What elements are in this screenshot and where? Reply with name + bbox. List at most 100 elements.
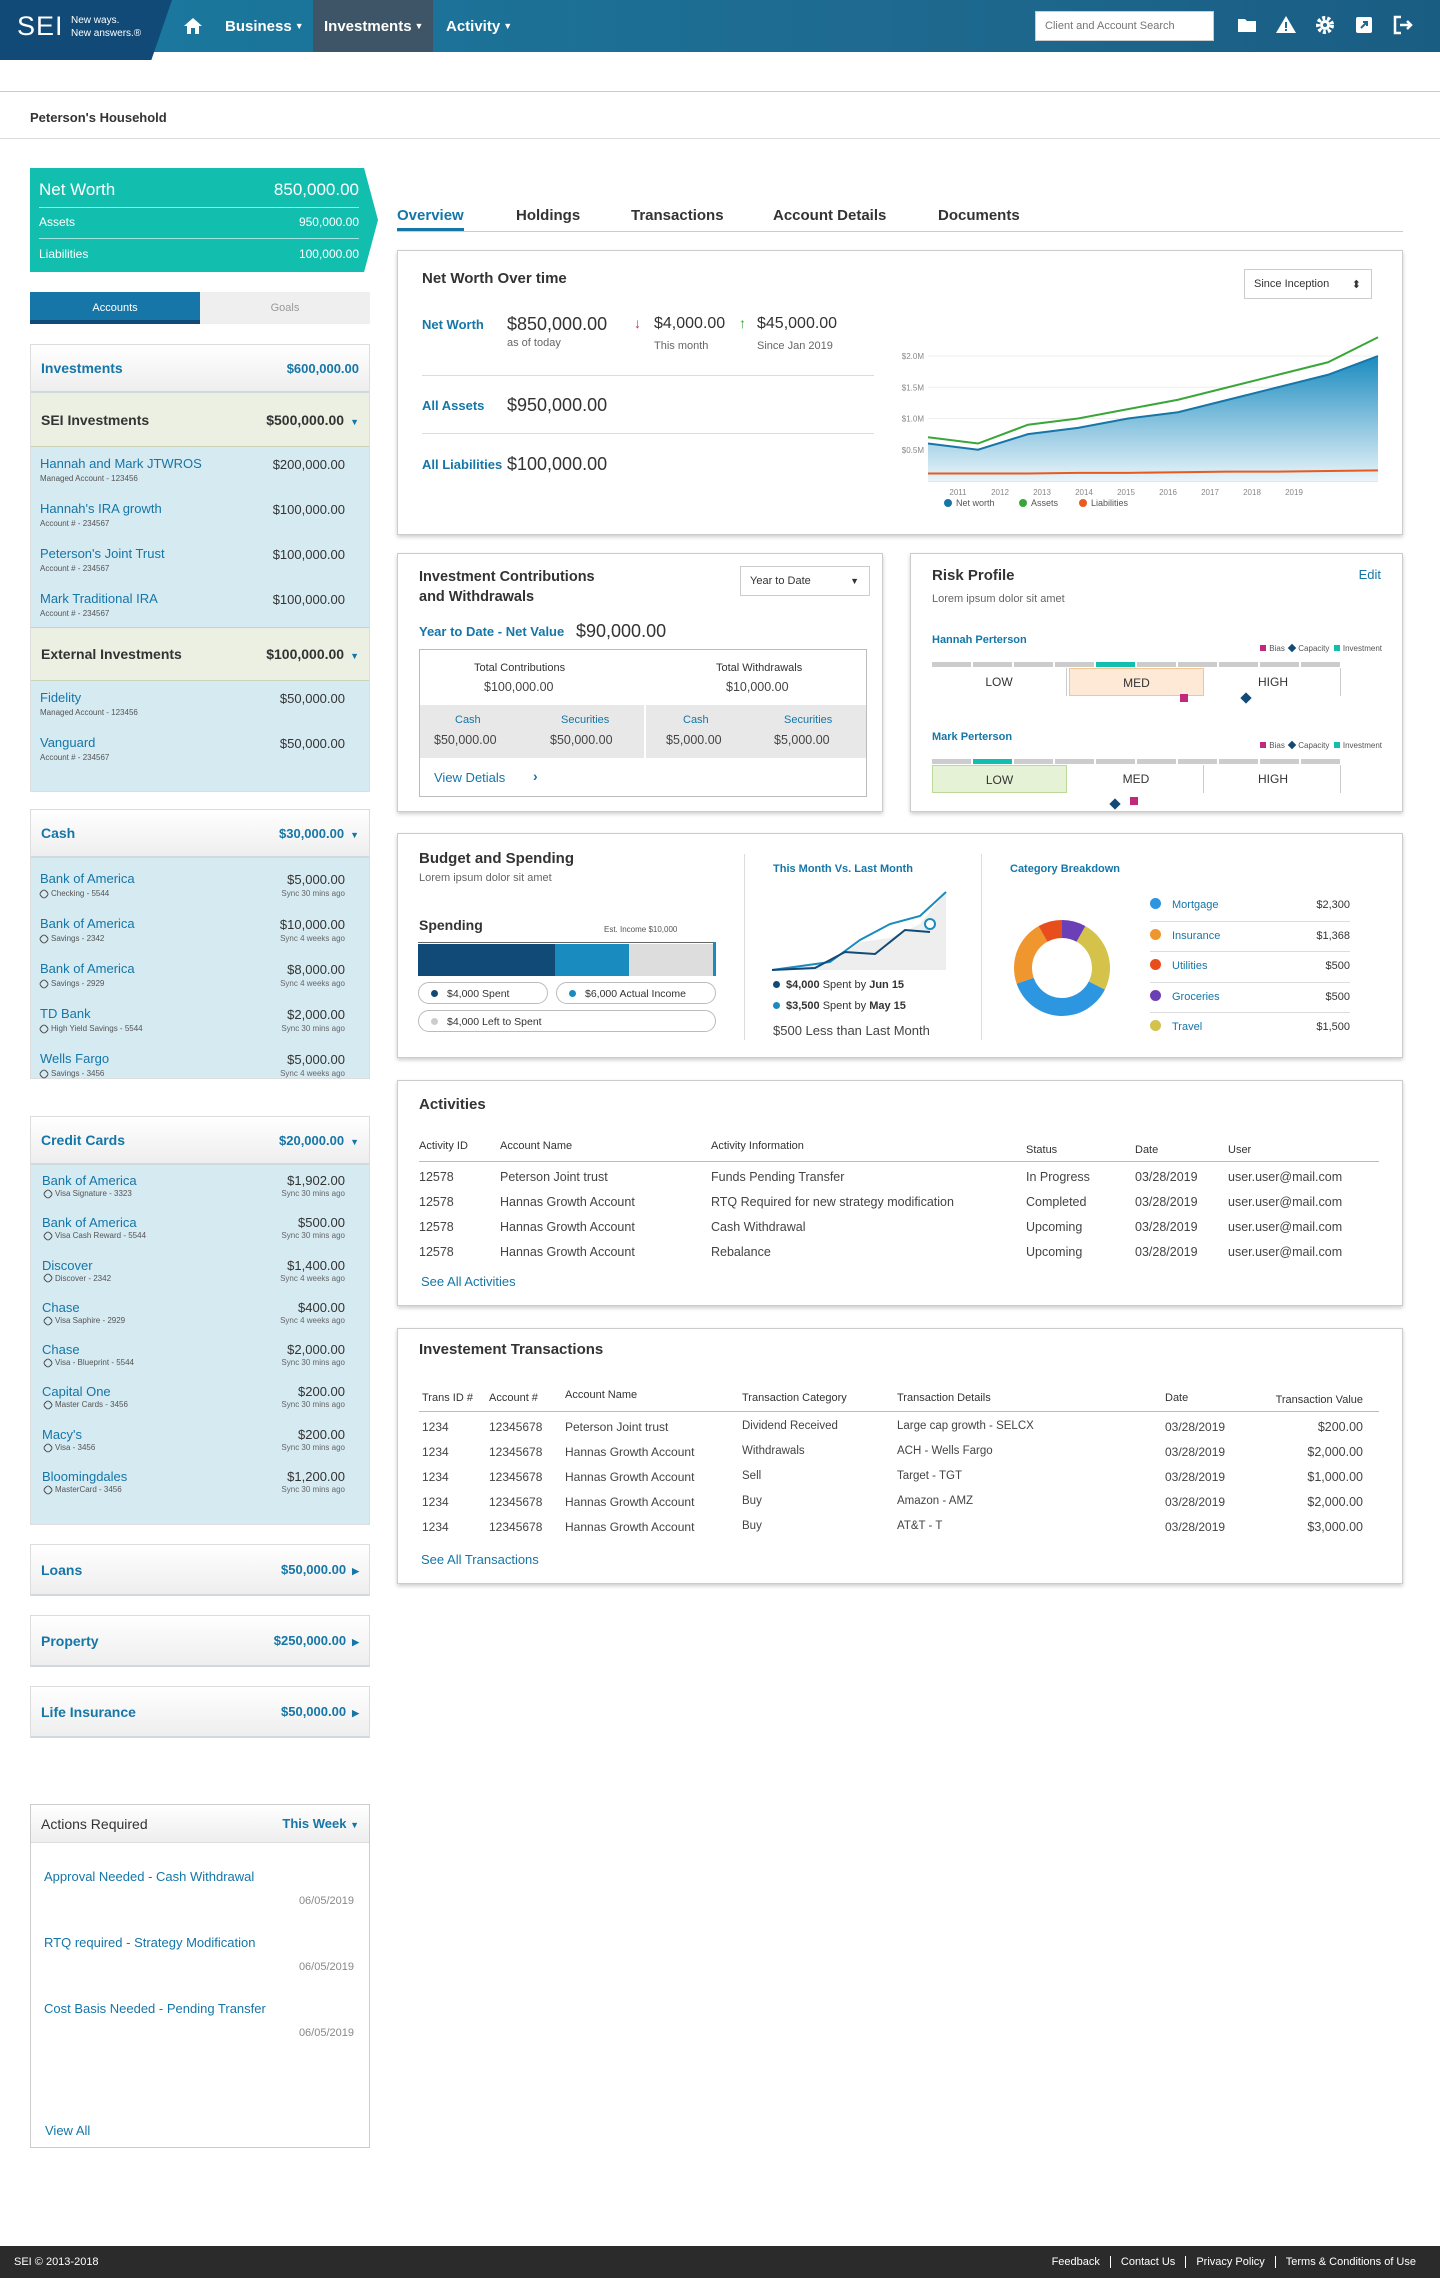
logout-icon[interactable] xyxy=(1392,14,1414,36)
home-icon[interactable] xyxy=(180,0,206,52)
account-row[interactable]: TD Bank High Yield Savings - 5544 $2,000.0… xyxy=(31,997,369,1042)
privacy-policy-link[interactable]: Privacy Policy xyxy=(1185,2256,1274,2268)
account-row[interactable]: Vanguard Account # - 234567 $50,000.00 xyxy=(31,726,369,771)
investments-header[interactable]: Investments $600,000.00 xyxy=(31,345,369,393)
view-details-link[interactable]: View Detials xyxy=(434,770,506,785)
table-row[interactable]: 12578 Hannas Growth Account Rebalance Upcom… xyxy=(419,1245,1379,1270)
account-row[interactable]: Capital One Master Cards - 3456 $200.00 Syn… xyxy=(31,1378,369,1420)
tab-overview[interactable]: Overview xyxy=(397,207,464,231)
sei-investments-header[interactable]: SEI Investments $500,000.00 ▼ xyxy=(31,393,369,447)
edit-link[interactable]: Edit xyxy=(1358,567,1381,582)
tab-holdings[interactable]: Holdings xyxy=(516,207,581,224)
view-all-link[interactable]: View All xyxy=(45,2123,91,2138)
gear-icon[interactable] xyxy=(1314,14,1336,36)
nav-investments[interactable]: Investments ▼ xyxy=(313,0,433,52)
account-name[interactable]: TD Bank xyxy=(40,1006,91,1021)
account-subtitle: Account # - 234567 xyxy=(40,609,110,618)
table-cell: 12345678 xyxy=(489,1420,543,1434)
legend-dot xyxy=(944,499,952,507)
feedback-link[interactable]: Feedback xyxy=(1051,2256,1100,2268)
account-name[interactable]: Wells Fargo xyxy=(40,1051,110,1066)
alert-icon[interactable] xyxy=(1275,14,1297,36)
property-card[interactable]: Property $250,000.00 ▶ xyxy=(30,1615,370,1667)
account-row[interactable]: Bloomingdales MasterCard - 3456 $1,200.00 S… xyxy=(31,1463,369,1505)
life-insurance-card[interactable]: Life Insurance $50,000.00 ▶ xyxy=(30,1686,370,1738)
account-row[interactable]: Wells Fargo Savings - 3456 $5,000.00 Sync 4… xyxy=(31,1042,369,1087)
terms-link[interactable]: Terms & Conditions of Use xyxy=(1274,2256,1426,2268)
table-row[interactable]: 12578 Peterson Joint trust Funds Pending T… xyxy=(419,1170,1379,1195)
account-name[interactable]: Macy's xyxy=(42,1426,83,1442)
cash-header[interactable]: Cash $30,000.00 ▼ xyxy=(31,810,369,858)
table-row[interactable]: 12578 Hannas Growth Account Cash Withdrawa… xyxy=(419,1220,1379,1245)
y-tick-label: $1.5M xyxy=(902,383,925,392)
account-name[interactable]: Bank of America xyxy=(42,1173,137,1188)
action-item[interactable]: Cost Basis Needed - Pending Transfer 06/0… xyxy=(44,2001,354,2039)
chevron-right-icon[interactable]: › xyxy=(533,768,538,784)
account-name[interactable]: Bank of America xyxy=(40,961,135,976)
account-name[interactable]: Chase xyxy=(42,1342,80,1358)
account-name[interactable]: Peterson's Joint Trust xyxy=(40,546,165,561)
sei-logo[interactable]: SEI New ways. New answers.® xyxy=(0,0,172,60)
table-cell: $2,000.00 xyxy=(1307,1445,1363,1459)
account-row[interactable]: Hannah's IRA growth Account # - 234567 $10… xyxy=(31,492,369,537)
account-name[interactable]: Bank of America xyxy=(40,916,135,931)
tab-goals[interactable]: Goals xyxy=(200,292,370,324)
see-all-transactions-link[interactable]: See All Transactions xyxy=(421,1552,539,1567)
external-link-icon[interactable] xyxy=(1353,14,1375,36)
account-name[interactable]: Bank of America xyxy=(40,871,135,886)
external-investments-header[interactable]: External Investments $100,000.00 ▼ xyxy=(31,627,369,681)
account-row[interactable]: Mark Traditional IRA Account # - 234567 $1… xyxy=(31,582,369,627)
range-select[interactable]: Since Inception ⬍ xyxy=(1244,269,1372,299)
see-all-activities-link[interactable]: See All Activities xyxy=(421,1274,516,1289)
range-select[interactable]: Year to Date ▼ xyxy=(740,566,870,596)
category-name: Travel xyxy=(1172,1021,1203,1033)
table-row[interactable]: 1234 12345678 Hannas Growth Account Buy Amaz… xyxy=(419,1495,1379,1520)
account-name[interactable]: Capital One xyxy=(42,1384,111,1400)
folder-icon[interactable] xyxy=(1236,14,1258,36)
account-row[interactable]: Bank of America Savings - 2342 $10,000.00 S… xyxy=(31,907,369,952)
account-row[interactable]: Bank of America Visa Signature - 3323 $1,9… xyxy=(31,1167,369,1209)
table-row[interactable]: 1234 12345678 Peterson Joint trust Dividend… xyxy=(419,1420,1379,1445)
client-account-search-input[interactable] xyxy=(1035,11,1214,41)
nav-business[interactable]: Business ▼ xyxy=(225,17,304,35)
account-row[interactable]: Discover Discover - 2342 $1,400.00 Sync 4 w… xyxy=(31,1252,369,1294)
nav-activity[interactable]: Activity ▼ xyxy=(446,17,513,35)
account-name[interactable]: Hannah's IRA growth xyxy=(40,501,162,516)
account-row[interactable]: Fidelity Managed Account - 123456 $50,000.… xyxy=(31,681,369,726)
account-name[interactable]: Hannah and Mark JTWROS xyxy=(40,456,202,471)
account-row[interactable]: Bank of America Visa Cash Reward - 5544 $5… xyxy=(31,1209,369,1251)
account-name[interactable]: Fidelity xyxy=(40,690,82,705)
account-row[interactable]: Bank of America Checking - 5544 $5,000.00 S… xyxy=(31,862,369,907)
account-name[interactable]: Bloomingdales xyxy=(42,1469,128,1485)
period-select[interactable]: This Week ▼ xyxy=(282,1816,359,1831)
contact-us-link[interactable]: Contact Us xyxy=(1109,2256,1185,2268)
account-name[interactable]: Bank of America xyxy=(42,1215,137,1231)
credit-cards-header[interactable]: Credit Cards $20,000.00 ▼ xyxy=(31,1117,369,1165)
account-name[interactable]: Mark Traditional IRA xyxy=(40,591,158,606)
tab-account-details[interactable]: Account Details xyxy=(773,207,887,224)
account-row[interactable]: Chase Visa Saphire - 2929 $400.00 Sync 4 we… xyxy=(31,1294,369,1336)
account-row[interactable]: Peterson's Joint Trust Account # - 234567… xyxy=(31,537,369,582)
tab-documents[interactable]: Documents xyxy=(938,207,1020,224)
tab-transactions[interactable]: Transactions xyxy=(631,207,724,224)
action-item[interactable]: RTQ required - Strategy Modification 06/0… xyxy=(44,1935,354,1973)
table-row[interactable]: 1234 12345678 Hannas Growth Account Withdra… xyxy=(419,1445,1379,1470)
account-name[interactable]: Discover xyxy=(42,1257,93,1273)
table-cell: $2,000.00 xyxy=(1307,1495,1363,1509)
action-item[interactable]: Approval Needed - Cash Withdrawal 06/05/2… xyxy=(44,1869,354,1907)
account-row[interactable]: Macy's Visa - 3456 $200.00 Sync 30 mins ago xyxy=(31,1421,369,1463)
tab-accounts[interactable]: Accounts xyxy=(30,292,200,324)
table-row[interactable]: 12578 Hannas Growth Account RTQ Required f… xyxy=(419,1195,1379,1220)
account-row[interactable]: Bank of America Savings - 2929 $8,000.00 Sy… xyxy=(31,952,369,997)
month-vs-month-chart xyxy=(771,891,947,971)
column-header: Activity ID xyxy=(419,1140,468,1152)
table-row[interactable]: 1234 12345678 Hannas Growth Account Sell Tar… xyxy=(419,1470,1379,1495)
category-dot xyxy=(1150,928,1161,940)
account-name[interactable]: Chase xyxy=(42,1299,80,1315)
table-row[interactable]: 1234 12345678 Hannas Growth Account Buy AT&T… xyxy=(419,1520,1379,1545)
account-row[interactable]: Hannah and Mark JTWROS Managed Account - … xyxy=(31,447,369,492)
net-worth-label: Net Worth xyxy=(39,180,116,199)
account-name[interactable]: Vanguard xyxy=(40,735,96,750)
loans-card[interactable]: Loans $50,000.00 ▶ xyxy=(30,1544,370,1596)
account-row[interactable]: Chase Visa - Blueprint - 5544 $2,000.00 Syn… xyxy=(31,1336,369,1378)
